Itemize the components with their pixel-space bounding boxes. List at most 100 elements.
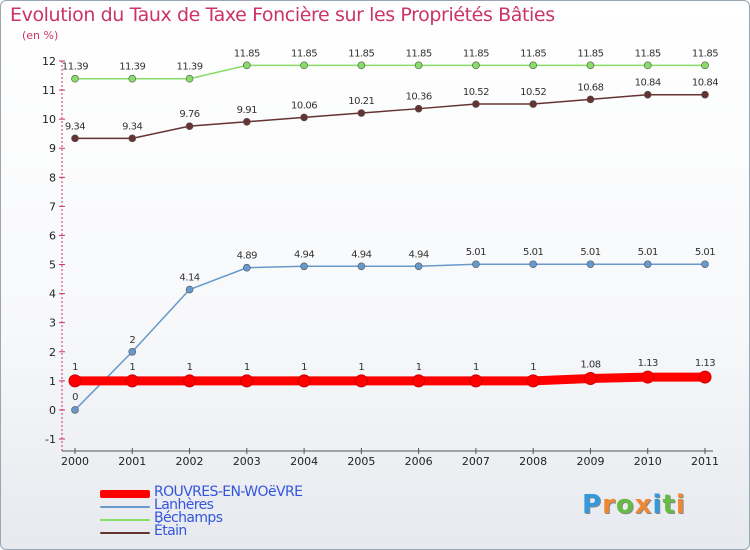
data-label: 1.13 <box>695 358 715 369</box>
legend-swatch <box>100 532 150 534</box>
data-point <box>297 374 311 388</box>
data-point <box>643 260 652 269</box>
data-point <box>357 262 366 271</box>
data-label: 2 <box>129 335 135 346</box>
data-label: 1 <box>72 362 78 373</box>
y-tick-label: 2 <box>49 346 56 359</box>
x-tick-label: 2006 <box>405 455 433 468</box>
data-label: 11.39 <box>176 62 202 73</box>
data-label: 11.85 <box>234 48 260 59</box>
data-point <box>300 262 308 271</box>
data-label: 10.52 <box>463 87 489 98</box>
chart-title: Evolution du Taux de Taxe Foncière sur l… <box>10 4 555 26</box>
legend-label: Lanhères <box>154 497 214 513</box>
proxiti-logo: Proxiti <box>582 490 686 520</box>
data-label: 5.01 <box>638 247 658 258</box>
series-line <box>74 93 706 140</box>
y-tick-label: 8 <box>49 171 56 184</box>
data-label: 10.84 <box>635 78 661 89</box>
x-tick-label: 2004 <box>290 455 318 468</box>
data-label: 4.14 <box>179 273 199 284</box>
data-point <box>643 61 652 70</box>
data-point <box>529 260 537 269</box>
data-point <box>128 74 137 83</box>
data-point <box>243 61 251 70</box>
data-point <box>583 372 597 386</box>
data-label: 11.85 <box>291 48 317 59</box>
y-tick-label: 1 <box>49 375 56 388</box>
y-tick-label: 6 <box>49 229 56 242</box>
data-point <box>643 90 652 99</box>
data-point <box>354 374 368 388</box>
data-point <box>586 61 595 70</box>
series-line <box>74 263 706 411</box>
data-label: 1.08 <box>580 360 600 371</box>
data-label: 11.39 <box>119 62 145 73</box>
data-label: 1 <box>187 362 193 373</box>
data-point <box>412 374 426 388</box>
x-tick-label: 2009 <box>576 455 604 468</box>
data-point <box>641 370 655 384</box>
data-point <box>526 374 540 388</box>
data-point <box>529 100 537 108</box>
y-tick-label: 7 <box>49 200 56 213</box>
legend-item: ROUVRES-EN-WOëVRE <box>100 484 360 500</box>
data-label: 5.01 <box>695 247 715 258</box>
data-point <box>243 263 251 272</box>
data-point <box>185 74 194 83</box>
data-label: 5.01 <box>466 247 486 258</box>
legend-label: ROUVRES-EN-WOëVRE <box>154 484 303 500</box>
data-point <box>185 285 194 294</box>
data-label: 10.36 <box>406 92 432 103</box>
data-label: 10.84 <box>692 78 718 89</box>
data-label: 9.34 <box>65 121 85 132</box>
data-point <box>128 347 137 356</box>
data-point <box>300 61 308 70</box>
legend-item: Lanhères <box>100 497 360 513</box>
data-point <box>357 61 366 70</box>
y-axis-unit-label: (en %) <box>22 29 59 42</box>
x-tick-label: 2005 <box>347 455 375 468</box>
data-point <box>472 100 480 108</box>
legend-swatch <box>100 519 150 521</box>
data-label: 5.01 <box>580 247 600 258</box>
data-label: 11.39 <box>62 62 88 73</box>
data-point <box>472 61 480 70</box>
data-point <box>701 90 709 99</box>
data-point <box>701 260 709 269</box>
x-tick-label: 2008 <box>519 455 547 468</box>
data-label: 4.89 <box>237 251 257 262</box>
data-label: 1 <box>416 362 422 373</box>
x-tick-label: 2011 <box>691 455 719 468</box>
x-tick-label: 2002 <box>176 455 204 468</box>
y-tick-label: 5 <box>49 259 56 272</box>
data-label: 11.85 <box>406 48 432 59</box>
data-label: 11.85 <box>520 48 546 59</box>
data-point <box>586 95 595 104</box>
y-tick-label: 4 <box>49 288 56 301</box>
legend-label: Béchamps <box>154 510 223 526</box>
data-point <box>414 61 423 70</box>
y-tick-label: 12 <box>42 55 56 68</box>
data-point <box>128 134 137 143</box>
x-tick-label: 2001 <box>118 455 146 468</box>
data-point <box>414 262 423 271</box>
data-point <box>71 134 79 143</box>
y-tick-label: 9 <box>49 142 56 155</box>
data-label: 4.94 <box>409 249 429 260</box>
data-label: 0 <box>72 392 78 403</box>
data-label: 9.34 <box>122 121 142 132</box>
data-point <box>472 260 480 269</box>
data-label: 4.94 <box>294 249 314 260</box>
x-tick-label: 2007 <box>462 455 490 468</box>
data-label: 11.85 <box>635 48 661 59</box>
x-tick-label: 2003 <box>233 455 261 468</box>
legend-item: Étain <box>100 523 360 539</box>
data-label: 9.91 <box>237 105 257 116</box>
series-line <box>70 372 710 386</box>
data-point <box>698 370 712 384</box>
data-label: 1.13 <box>638 358 658 369</box>
x-tick-label: 2000 <box>61 455 89 468</box>
data-point <box>71 406 79 414</box>
